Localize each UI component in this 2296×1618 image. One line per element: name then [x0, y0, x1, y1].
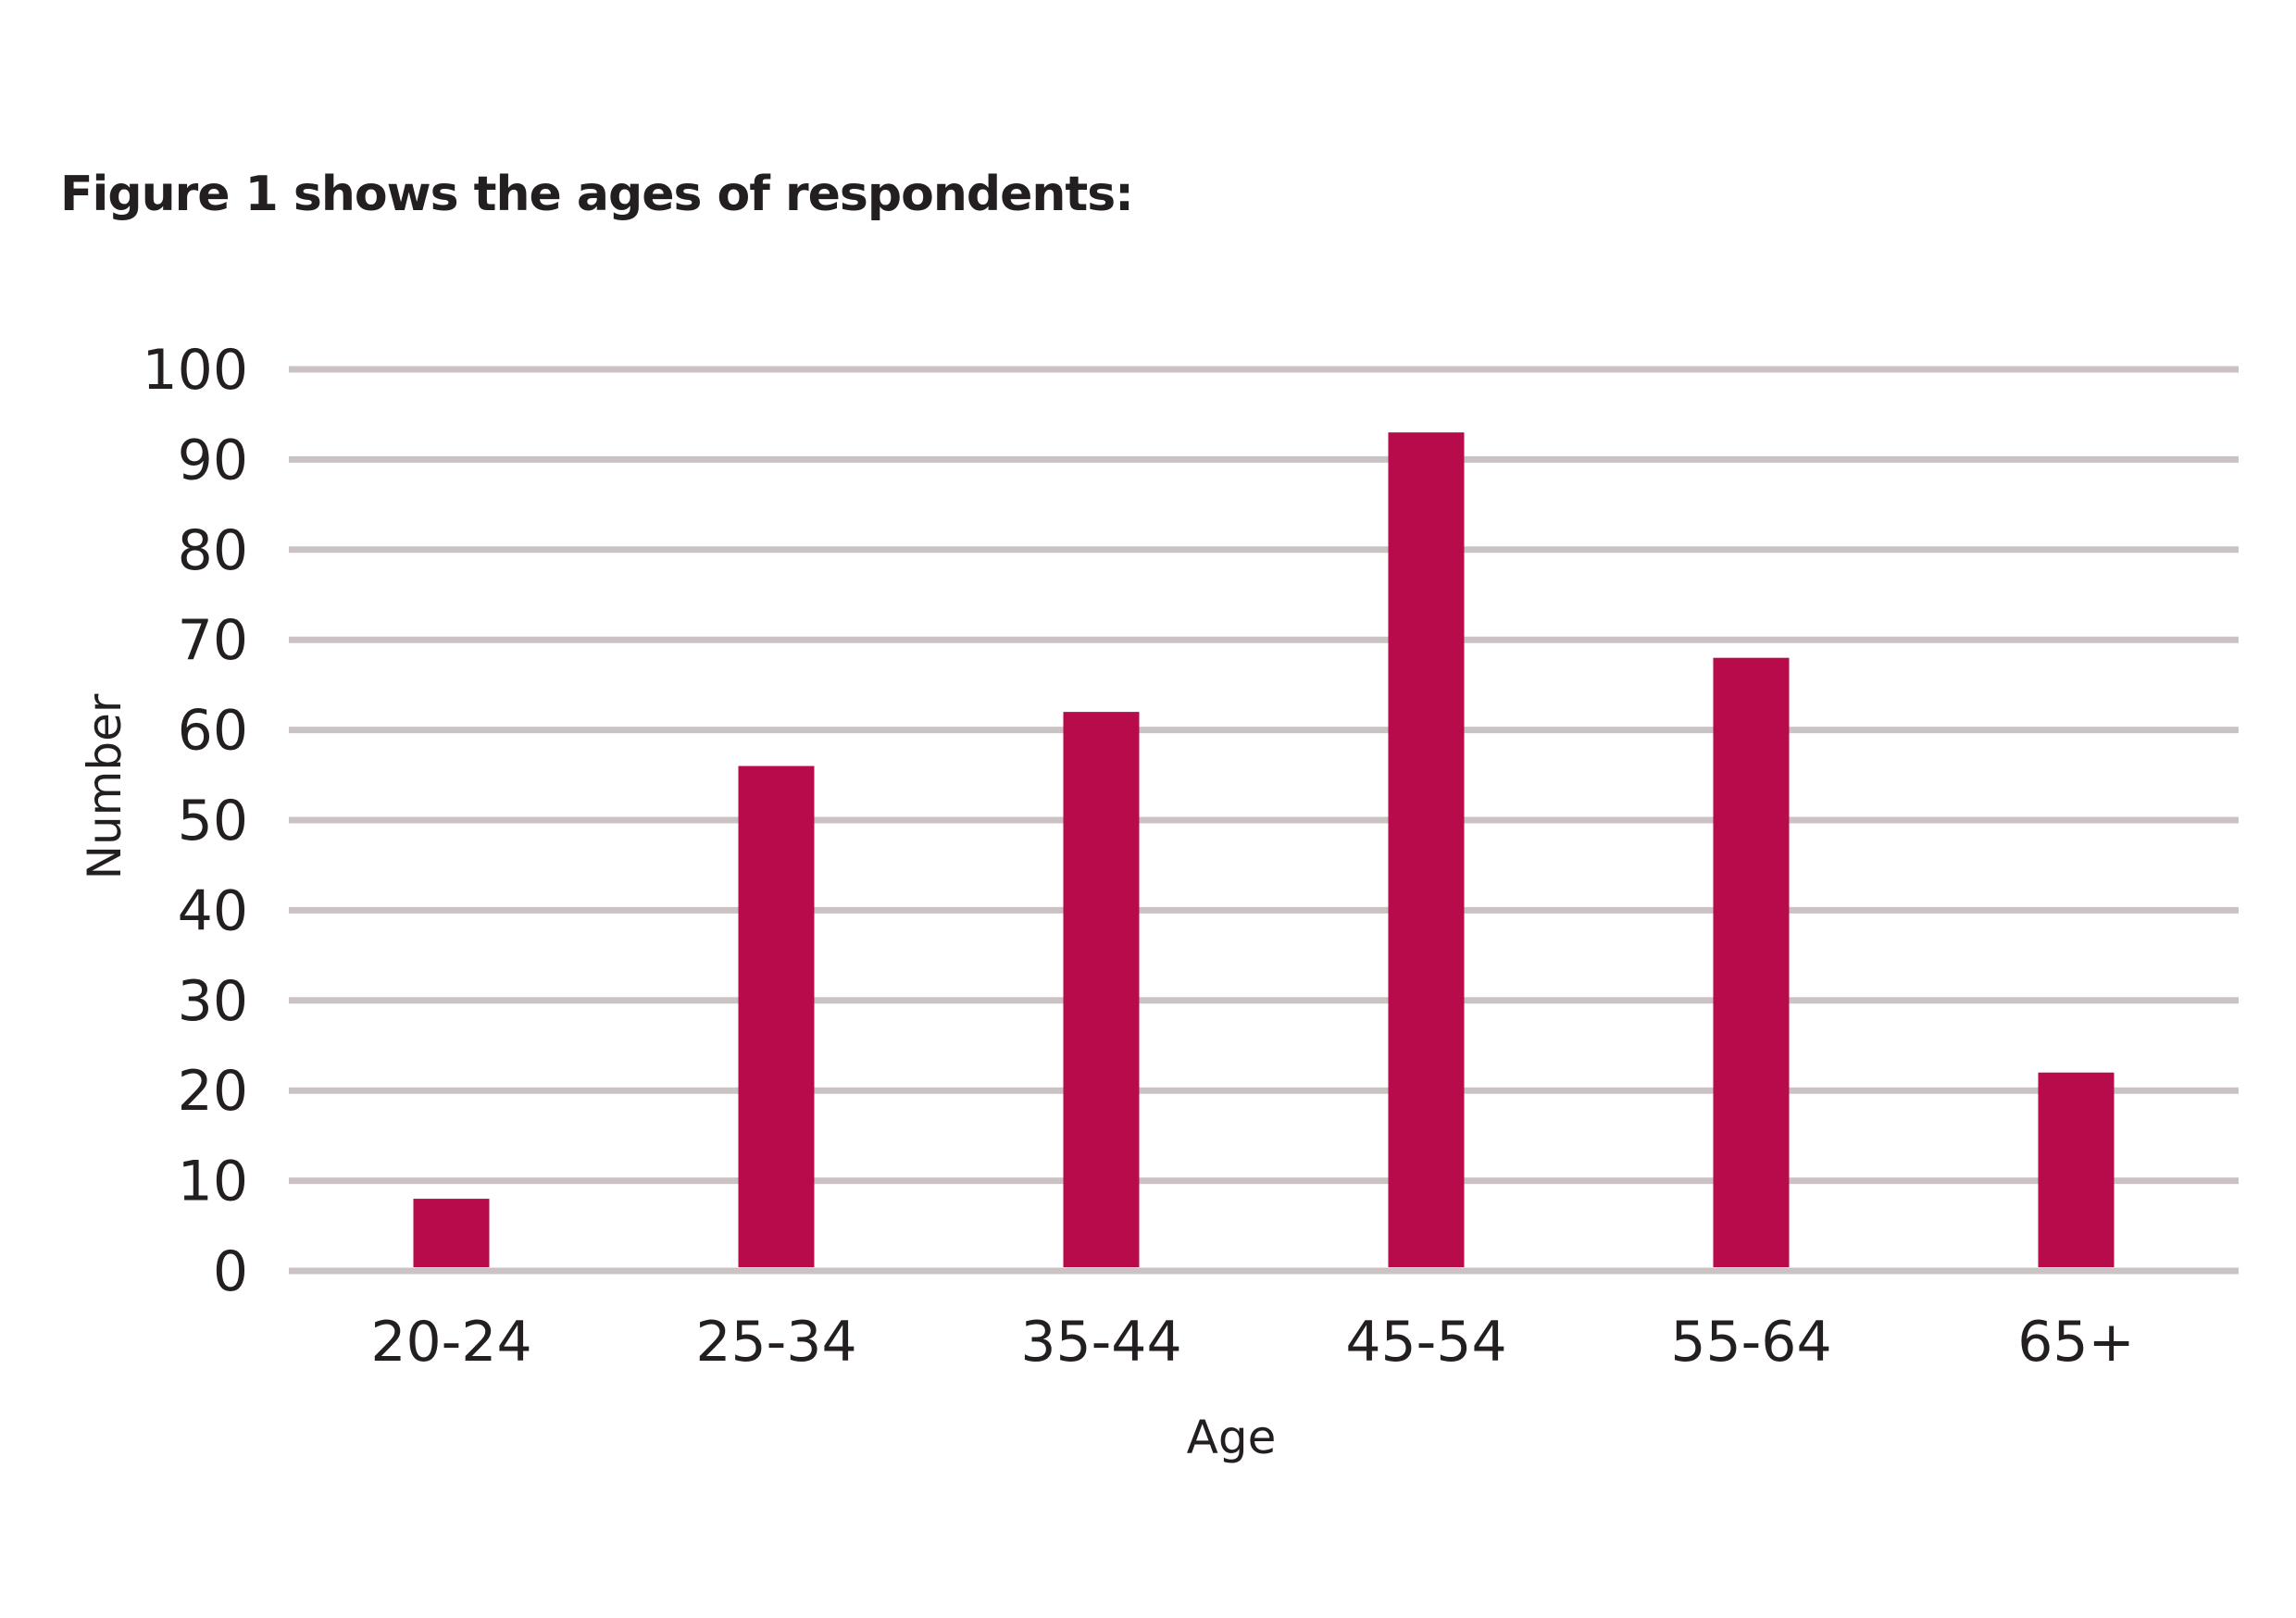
- x-axis-ticks: 20-24 25-34 35-44 45-54 55-64 65+: [370, 1310, 2134, 1375]
- bar-55-64: [1713, 657, 1790, 1267]
- x-axis-label: Age: [1187, 1411, 1277, 1464]
- page-title: Figure 1 shows the ages of respondents:: [60, 167, 1134, 222]
- bar-20-24: [413, 1199, 490, 1267]
- x-tick-label: 25-34: [695, 1310, 856, 1375]
- bars: [413, 432, 2115, 1267]
- y-tick-label: 80: [178, 518, 248, 583]
- gridlines: [289, 366, 2239, 1275]
- y-tick-label: 40: [178, 878, 248, 943]
- y-tick-label: 20: [178, 1059, 248, 1124]
- bar-35-44: [1063, 712, 1140, 1267]
- y-axis-label: Number: [78, 693, 131, 879]
- y-tick-label: 70: [178, 608, 248, 673]
- x-tick-label: 55-64: [1670, 1310, 1831, 1375]
- y-tick-label: 100: [142, 338, 248, 403]
- x-tick-label: 35-44: [1020, 1310, 1181, 1375]
- bar-25-34: [738, 765, 815, 1267]
- y-tick-label: 30: [178, 969, 248, 1034]
- y-tick-label: 60: [178, 699, 248, 764]
- y-tick-label: 50: [178, 789, 248, 853]
- x-tick-label: 65+: [2017, 1310, 2135, 1375]
- y-tick-label: 90: [178, 428, 248, 492]
- y-tick-label: 10: [178, 1150, 248, 1214]
- y-axis-ticks: 0 10 20 30 40 50 60 70 80 90 100: [142, 338, 248, 1304]
- bar-65+: [2038, 1072, 2115, 1267]
- bar-45-54: [1388, 432, 1465, 1267]
- x-tick-label: 45-54: [1345, 1310, 1506, 1375]
- y-tick-label: 0: [213, 1239, 248, 1304]
- x-tick-label: 20-24: [370, 1310, 531, 1375]
